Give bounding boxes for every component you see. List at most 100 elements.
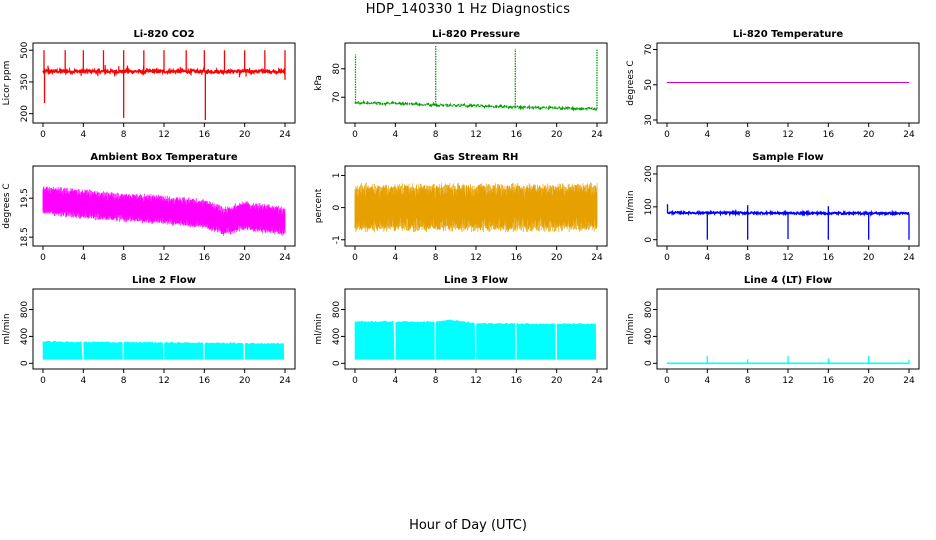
x-tick-label: 20 <box>551 253 563 263</box>
x-tick-label: 16 <box>511 130 523 140</box>
y-tick-label: 100 <box>644 198 654 215</box>
x-tick-label: 8 <box>121 253 127 263</box>
series-7 <box>42 340 285 360</box>
x-tick-label: 4 <box>392 253 398 263</box>
x-tick-label: 16 <box>511 376 523 386</box>
y-tick-label: 400 <box>644 328 654 345</box>
y-tick-label: 0 <box>644 237 654 243</box>
panel-title: Line 4 (LT) Flow <box>744 275 832 286</box>
data-hatch <box>354 182 598 233</box>
x-tick-label: 24 <box>903 376 915 386</box>
x-tick-label: 20 <box>239 253 251 263</box>
x-tick-label: 12 <box>470 376 481 386</box>
data-segment <box>42 340 83 360</box>
panel-4: Ambient Box Temperature 0 4 8 12 16 20 24 18.5 19… <box>2 152 296 263</box>
figure-title: HDP_140330 1 Hz Diagnostics <box>365 2 571 17</box>
y-tick-label: 500 <box>20 41 30 58</box>
y-tick-label: 50 <box>644 79 654 91</box>
x-tick-label: 0 <box>664 130 670 140</box>
x-tick-label: 0 <box>40 130 46 140</box>
data-segment <box>556 323 597 360</box>
y-tick-label: 0 <box>332 360 342 366</box>
x-tick-label: 0 <box>40 376 46 386</box>
x-tick-label: 12 <box>470 130 481 140</box>
x-tick-label: 20 <box>551 376 563 386</box>
data-segment <box>204 342 244 360</box>
y-tick-label: 800 <box>20 301 30 318</box>
x-tick-label: 8 <box>121 376 127 386</box>
x-tick-label: 16 <box>511 253 523 263</box>
y-axis-label: ml/min <box>2 313 12 344</box>
x-tick-label: 16 <box>823 253 835 263</box>
x-tick-label: 20 <box>551 130 563 140</box>
data-segment <box>354 320 395 360</box>
x-tick-label: 8 <box>745 253 751 263</box>
panel-1: Li-820 CO2 0 4 8 12 16 20 24 200 350 500 Licor ppm <box>2 29 296 140</box>
x-tick-label: 24 <box>591 376 603 386</box>
x-tick-label: 8 <box>433 376 439 386</box>
x-tick-label: 16 <box>199 376 211 386</box>
data-segment <box>164 341 204 360</box>
panel-title: Li-820 CO2 <box>133 29 194 40</box>
y-axis-label: degrees C <box>626 60 636 105</box>
series-5 <box>354 182 598 233</box>
x-tick-label: 0 <box>664 376 670 386</box>
y-tick-label: 800 <box>332 301 342 318</box>
y-tick-label: 19.5 <box>20 188 30 208</box>
panel-3: Li-820 Temperature 0 4 8 12 16 20 24 30 50 70 degre… <box>626 29 920 140</box>
data-line <box>354 99 598 112</box>
panel-2: Li-820 Pressure 0 4 8 12 16 20 24 70 80 kPa <box>314 29 608 140</box>
x-tick-label: 16 <box>199 130 211 140</box>
x-axis-label: Hour of Day (UTC) <box>409 518 527 533</box>
y-tick-label: 30 <box>644 114 654 126</box>
x-tick-label: 12 <box>158 376 169 386</box>
x-tick-label: 4 <box>392 376 398 386</box>
panel-8: Line 3 Flow 0 4 8 12 16 20 24 0 400 800 ml/min <box>314 275 608 386</box>
x-tick-label: 8 <box>433 253 439 263</box>
x-tick-label: 4 <box>704 253 710 263</box>
y-tick-label: 70 <box>332 91 342 103</box>
y-tick-label: -1 <box>332 235 342 244</box>
series-6 <box>666 204 910 240</box>
series-8 <box>354 319 597 360</box>
x-tick-label: 24 <box>279 376 291 386</box>
x-tick-label: 0 <box>352 376 358 386</box>
data-segment <box>83 341 123 360</box>
x-tick-label: 12 <box>782 376 793 386</box>
x-tick-label: 12 <box>158 253 169 263</box>
x-tick-label: 8 <box>745 376 751 386</box>
x-tick-label: 12 <box>470 253 481 263</box>
x-tick-label: 24 <box>591 130 603 140</box>
x-tick-label: 4 <box>80 130 86 140</box>
x-tick-label: 8 <box>121 130 127 140</box>
y-tick-label: 200 <box>644 165 654 182</box>
data-hatch <box>42 186 286 236</box>
x-tick-label: 24 <box>903 253 915 263</box>
x-tick-label: 0 <box>664 253 670 263</box>
x-tick-label: 0 <box>40 253 46 263</box>
x-tick-label: 0 <box>352 253 358 263</box>
x-tick-label: 20 <box>863 376 875 386</box>
x-tick-label: 4 <box>704 376 710 386</box>
panel-title: Ambient Box Temperature <box>90 152 237 163</box>
panel-title: Li-820 Temperature <box>733 29 843 40</box>
x-tick-label: 8 <box>745 130 751 140</box>
y-tick-label: 200 <box>20 105 30 122</box>
y-tick-label: 0 <box>20 360 30 366</box>
y-axis-label: ml/min <box>626 190 636 221</box>
x-tick-label: 20 <box>863 253 875 263</box>
y-axis-label: kPa <box>314 75 324 91</box>
data-segment <box>244 342 285 360</box>
y-tick-label: 1 <box>332 173 342 179</box>
x-tick-label: 24 <box>591 253 603 263</box>
series-2 <box>354 46 598 112</box>
panel-7: Line 2 Flow 0 4 8 12 16 20 24 0 400 800 ml/min <box>2 275 296 386</box>
data-segment <box>516 322 556 360</box>
y-tick-label: 0 <box>332 204 342 210</box>
x-tick-label: 20 <box>239 130 251 140</box>
panel-5: Gas Stream RH 0 4 8 12 16 20 24 -1 0 1 percent <box>314 152 608 263</box>
panel-9: Line 4 (LT) Flow 0 4 8 12 16 20 24 0 400 800 ml/min <box>626 275 920 386</box>
x-tick-label: 0 <box>352 130 358 140</box>
y-tick-label: 800 <box>644 301 654 318</box>
